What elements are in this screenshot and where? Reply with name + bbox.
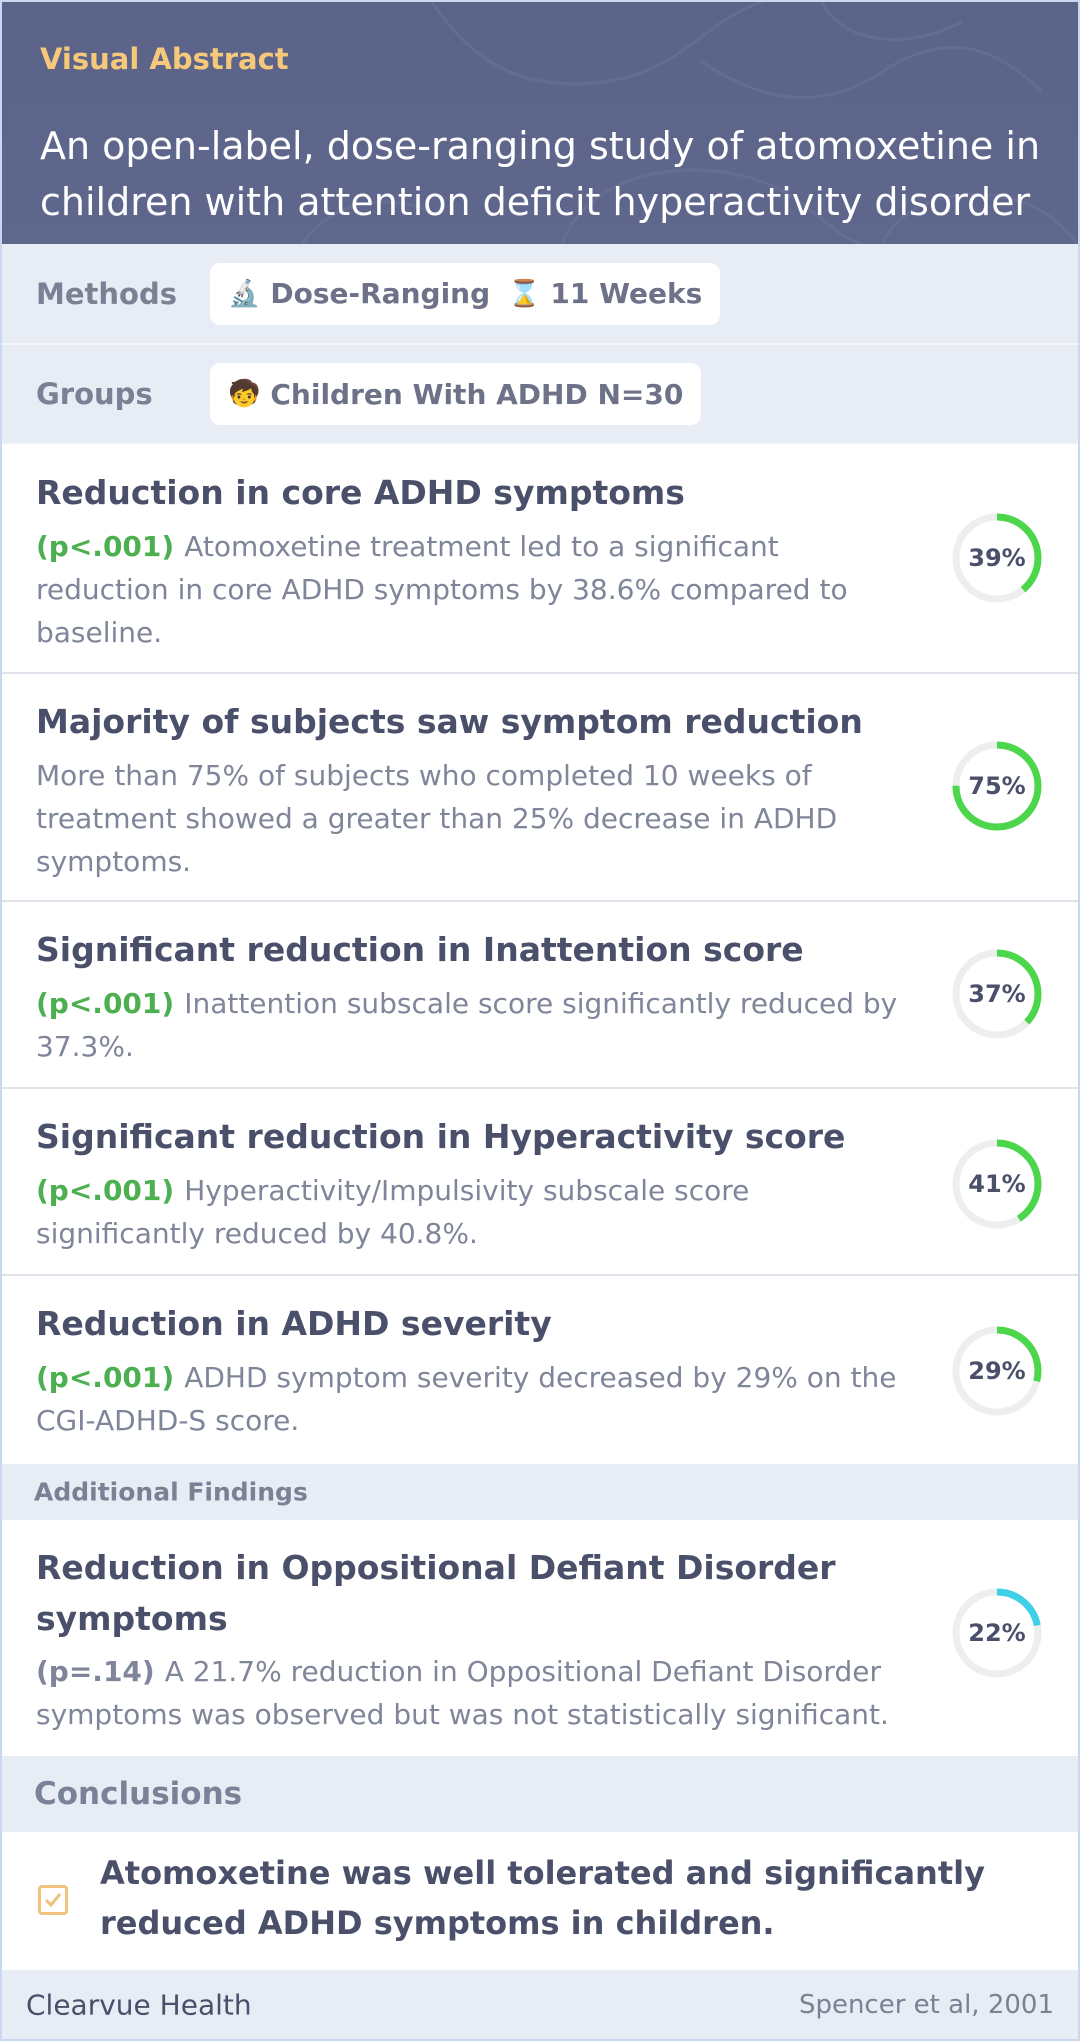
percent-ring — [952, 1139, 1042, 1229]
percent-ring — [952, 949, 1042, 1039]
ring-progress-arc — [952, 949, 1042, 1039]
percent-ring — [952, 1326, 1042, 1416]
finding-body: (p<.001) Atomoxetine treatment led to a s… — [36, 525, 916, 654]
finding-body: More than 75% of subjects who completed … — [36, 754, 916, 883]
footer: Clearvue Health Spencer et al, 2001 — [2, 1970, 1078, 2039]
conclusion-text: Atomoxetine was well tolerated and signi… — [100, 1854, 985, 1942]
header-background-pattern — [300, 2, 1078, 244]
finding-body: (p<.001) Inattention subscale score signi… — [36, 982, 916, 1068]
finding-card: Reduction in ADHD severity (p<.001) ADHD … — [2, 1276, 1078, 1464]
additional-findings-header: Additional Findings — [2, 1464, 1078, 1520]
percent-label: 37% — [968, 980, 1026, 1008]
chip-label: Children With ADHD N=30 — [270, 377, 684, 411]
groups-row: Groups 🧒 Children With ADHD N=30 — [2, 345, 1078, 445]
finding-title: Significant reduction in Hyperactivity s… — [36, 1117, 846, 1156]
percent-ring — [952, 1588, 1042, 1678]
p-value: (p<.001) — [36, 1361, 175, 1394]
methods-label: Methods — [36, 276, 177, 311]
child-icon: 🧒 — [228, 379, 261, 409]
percent-label: 29% — [968, 1357, 1026, 1385]
finding-text: Inattention subscale score significantly… — [36, 987, 898, 1063]
page-title: An open-label, dose-ranging study of ato… — [40, 124, 1041, 224]
citation: Spencer et al, 2001 — [798, 1990, 1054, 2020]
p-value: (p<.001) — [36, 530, 175, 563]
methods-row: Methods 🔬 Dose-Ranging ⌛ 11 Weeks — [2, 244, 1078, 345]
groups-label: Groups — [36, 377, 153, 411]
finding-body: (p<.001) ADHD symptom severity decreased … — [36, 1356, 916, 1442]
percent-label: 39% — [968, 544, 1026, 572]
hourglass-icon: ⌛ — [508, 278, 541, 309]
method-chip-dose-ranging: 🔬 Dose-Ranging — [210, 262, 509, 325]
visual-abstract-label: Visual Abstract — [40, 42, 289, 76]
finding-body: (p<.001) Hyperactivity/Impulsivity subsca… — [36, 1169, 916, 1255]
ring-progress-arc — [952, 1588, 1042, 1678]
finding-card: Significant reduction in Inattention sco… — [2, 902, 1078, 1089]
percent-ring — [952, 741, 1042, 831]
finding-text: Hyperactivity/Impulsivity subscale score… — [36, 1174, 750, 1250]
ring-progress-arc — [952, 1139, 1042, 1229]
finding-card: Reduction in core ADHD symptoms (p<.001)… — [2, 445, 1078, 674]
percent-label: 75% — [968, 772, 1026, 800]
microscope-icon: 🔬 — [228, 278, 261, 309]
finding-title: Reduction in ADHD severity — [36, 1304, 552, 1343]
brand-name: Clearvue Health — [26, 1988, 252, 2022]
chip-label: 11 Weeks — [550, 277, 703, 310]
percent-label: 22% — [968, 1619, 1026, 1647]
conclusions-header: Conclusions — [2, 1756, 1078, 1832]
ring-progress-arc — [952, 741, 1042, 831]
finding-title: Reduction in core ADHD symptoms — [36, 473, 685, 512]
finding-body: (p=.14) A 21.7% reduction in Oppositional… — [36, 1650, 916, 1736]
p-value: (p=.14) — [36, 1655, 155, 1688]
chip-label: Dose-Ranging — [270, 277, 491, 310]
finding-text: Atomoxetine treatment led to a significa… — [36, 530, 848, 649]
ring-progress-arc — [952, 513, 1042, 603]
conclusions-label: Conclusions — [34, 1776, 243, 1812]
finding-card: Significant reduction in Hyperactivity s… — [2, 1089, 1078, 1276]
ring-progress-arc — [952, 1326, 1042, 1416]
header: Visual Abstract An open-label, dose-rang… — [2, 2, 1078, 244]
additional-findings-label: Additional Findings — [34, 1477, 308, 1507]
finding-card: Majority of subjects saw symptom reducti… — [2, 674, 1078, 902]
checkbox-icon — [38, 1885, 68, 1915]
finding-title: Reduction in Oppositional Defiant Disord… — [36, 1548, 836, 1638]
group-chip-children: 🧒 Children With ADHD N=30 — [210, 363, 702, 425]
percent-ring — [952, 513, 1042, 603]
finding-text: More than 75% of subjects who completed … — [36, 759, 838, 878]
method-chip-duration: ⌛ 11 Weeks — [490, 262, 721, 325]
finding-title: Significant reduction in Inattention sco… — [36, 930, 804, 969]
finding-text: ADHD symptom severity decreased by 29% o… — [36, 1361, 897, 1437]
percent-label: 41% — [968, 1170, 1026, 1198]
p-value: (p<.001) — [36, 1174, 175, 1207]
finding-card: Reduction in Oppositional Defiant Disord… — [2, 1520, 1078, 1756]
finding-title: Majority of subjects saw symptom reducti… — [36, 702, 863, 741]
p-value: (p<.001) — [36, 987, 175, 1020]
finding-text: A 21.7% reduction in Oppositional Defian… — [36, 1655, 889, 1731]
conclusion-card: Atomoxetine was well tolerated and signi… — [2, 1832, 1078, 1970]
